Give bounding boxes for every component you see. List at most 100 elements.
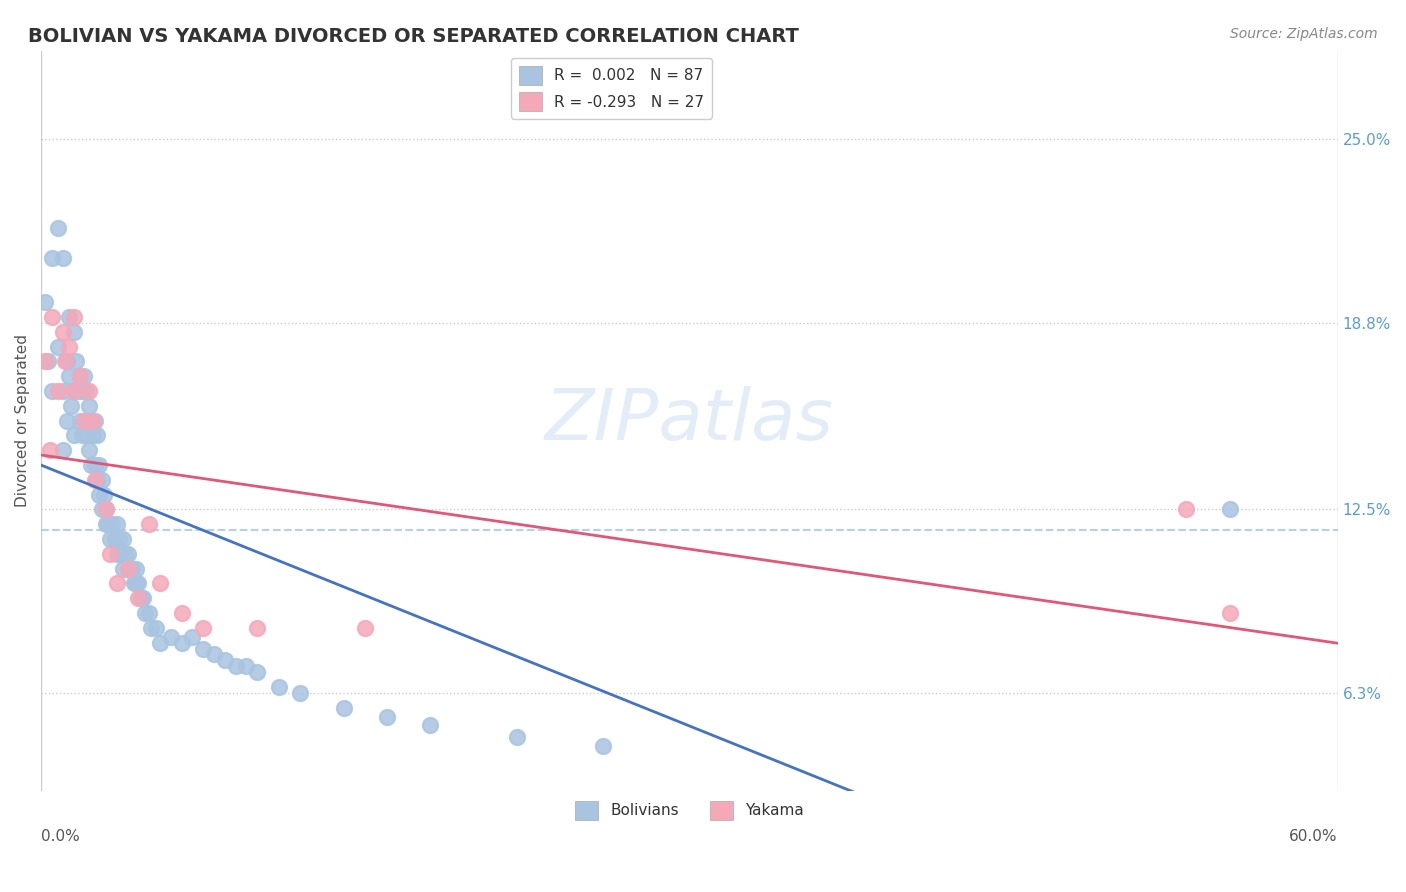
Point <box>66 384 89 398</box>
Point <box>117 547 139 561</box>
Point <box>225 659 247 673</box>
Point <box>149 635 172 649</box>
Point <box>118 561 141 575</box>
Point <box>62 384 84 398</box>
Point <box>62 310 84 324</box>
Point <box>86 473 108 487</box>
Point <box>290 686 312 700</box>
Point <box>76 428 98 442</box>
Point <box>73 414 96 428</box>
Point <box>134 606 156 620</box>
Y-axis label: Divorced or Separated: Divorced or Separated <box>15 334 30 508</box>
Point <box>69 369 91 384</box>
Point <box>70 384 93 398</box>
Point <box>122 576 145 591</box>
Point <box>60 399 83 413</box>
Point <box>332 700 354 714</box>
Point <box>94 502 117 516</box>
Point <box>82 414 104 428</box>
Point <box>105 547 128 561</box>
Point <box>117 561 139 575</box>
Point <box>37 354 59 368</box>
Point <box>105 576 128 591</box>
Point <box>105 517 128 532</box>
Point <box>114 547 136 561</box>
Point <box>112 532 135 546</box>
Point <box>202 648 225 662</box>
Text: 0.0%: 0.0% <box>41 829 80 844</box>
Point <box>69 369 91 384</box>
Point <box>235 659 257 673</box>
Point <box>98 547 121 561</box>
Point <box>149 576 172 591</box>
Point <box>1175 502 1198 516</box>
Point <box>69 414 91 428</box>
Point <box>58 310 80 324</box>
Point <box>94 517 117 532</box>
Point <box>131 591 153 606</box>
Point <box>34 295 56 310</box>
Point <box>97 517 120 532</box>
Point <box>53 354 76 368</box>
Point <box>267 680 290 694</box>
Point <box>110 547 132 561</box>
Point <box>98 532 121 546</box>
Point <box>592 739 614 754</box>
Point <box>354 621 377 635</box>
Point <box>77 399 100 413</box>
Point <box>62 428 84 442</box>
Point <box>125 576 148 591</box>
Point <box>145 621 167 635</box>
Point <box>214 653 236 667</box>
Point <box>73 369 96 384</box>
Point <box>138 606 160 620</box>
Point <box>94 502 117 516</box>
Point <box>108 532 131 546</box>
Point <box>34 354 56 368</box>
Point <box>127 591 149 606</box>
Point <box>58 369 80 384</box>
Point <box>90 502 112 516</box>
Point <box>77 384 100 398</box>
Text: 60.0%: 60.0% <box>1289 829 1337 844</box>
Point <box>41 310 63 324</box>
Text: BOLIVIAN VS YAKAMA DIVORCED OR SEPARATED CORRELATION CHART: BOLIVIAN VS YAKAMA DIVORCED OR SEPARATED… <box>28 27 799 45</box>
Legend: Bolivians, Yakama: Bolivians, Yakama <box>568 794 811 828</box>
Point <box>41 251 63 265</box>
Point <box>77 443 100 458</box>
Point <box>62 384 84 398</box>
Point <box>38 443 60 458</box>
Point <box>193 641 215 656</box>
Point <box>58 340 80 354</box>
Point <box>52 251 75 265</box>
Text: Source: ZipAtlas.com: Source: ZipAtlas.com <box>1230 27 1378 41</box>
Point <box>62 325 84 339</box>
Point <box>65 354 87 368</box>
Point <box>170 606 193 620</box>
Point <box>84 458 107 472</box>
Point <box>52 325 75 339</box>
Point <box>1219 502 1241 516</box>
Point <box>127 576 149 591</box>
Point <box>48 384 70 398</box>
Point <box>73 414 96 428</box>
Point <box>41 384 63 398</box>
Point <box>90 473 112 487</box>
Point <box>89 488 111 502</box>
Point <box>84 473 107 487</box>
Point <box>52 443 75 458</box>
Point <box>82 428 104 442</box>
Point <box>117 561 139 575</box>
Point <box>80 458 103 472</box>
Point <box>505 731 527 745</box>
Point <box>125 561 148 575</box>
Point <box>89 458 111 472</box>
Point <box>1219 606 1241 620</box>
Point <box>56 354 79 368</box>
Point <box>121 561 143 575</box>
Point <box>80 414 103 428</box>
Point <box>246 621 269 635</box>
Point <box>48 221 70 235</box>
Point <box>101 517 124 532</box>
Point <box>181 630 204 644</box>
